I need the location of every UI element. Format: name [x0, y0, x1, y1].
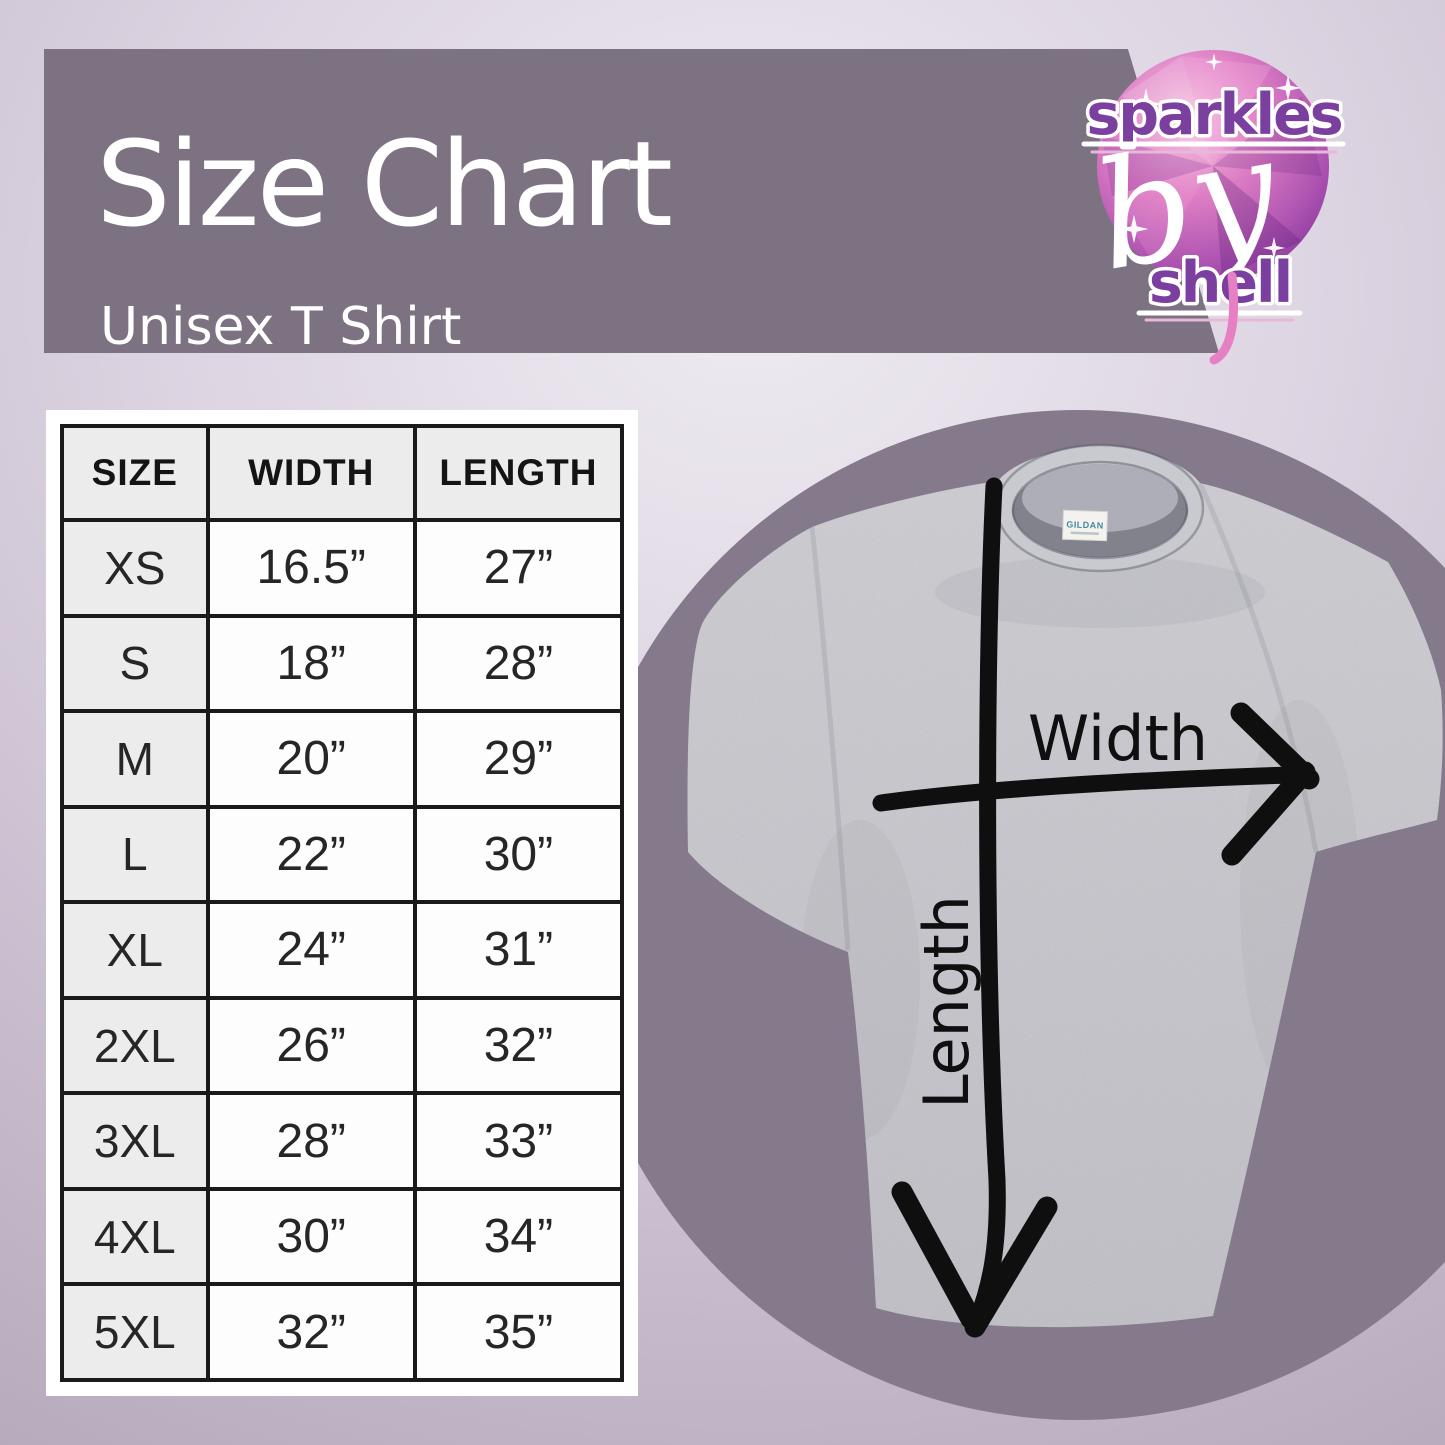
- logo-word-by: by: [1083, 103, 1291, 304]
- size-table: SIZE WIDTH LENGTH XS 16.5” 27” S 18” 28” M 20” 29”…: [60, 424, 625, 1382]
- width-arrowhead-lower: [1221, 761, 1316, 866]
- size-table-header: SIZE WIDTH LENGTH: [60, 424, 625, 522]
- table-row: 4XL 30” 34”: [60, 1186, 625, 1287]
- table-row: XS 16.5” 27”: [60, 518, 625, 618]
- length-cell: 29”: [412, 709, 625, 809]
- column-header-width: WIDTH: [205, 424, 417, 522]
- table-row: XL 24” 31”: [60, 900, 625, 1000]
- length-cell: 27”: [412, 518, 625, 618]
- width-cell: 18”: [205, 613, 417, 714]
- neck-tag-brand: GILDAN: [1066, 519, 1104, 530]
- table-row: 5XL 32” 35”: [60, 1282, 625, 1382]
- sparkle-stars: [1119, 53, 1301, 260]
- table-row: L 22” 30”: [60, 804, 625, 905]
- page-subtitle: Unisex T Shirt: [100, 297, 462, 357]
- size-table-body: XS 16.5” 27” S 18” 28” M 20” 29” L 22” 30” XL 24” 31” 2…: [60, 518, 625, 1382]
- table-row: M 20” 29”: [60, 709, 625, 809]
- neck-tag: GILDAN: [1062, 509, 1109, 542]
- width-cell: 28”: [205, 1091, 417, 1191]
- logo-word-sparkles: sparkles: [1086, 82, 1341, 148]
- size-cell: L: [60, 804, 210, 905]
- table-row: S 18” 28”: [60, 613, 625, 714]
- size-cell: 4XL: [60, 1186, 210, 1287]
- collar: GILDAN: [995, 443, 1205, 573]
- logo-swash: [1209, 271, 1239, 365]
- width-cell: 16.5”: [205, 518, 417, 618]
- length-cell: 28”: [412, 613, 625, 714]
- logo-word-shell: shell: [1149, 250, 1291, 316]
- width-label: Width: [1028, 702, 1208, 775]
- size-cell: 5XL: [60, 1282, 210, 1382]
- column-header-length: LENGTH: [412, 424, 625, 522]
- length-label: Length: [910, 895, 983, 1109]
- size-cell: S: [60, 613, 210, 714]
- width-cell: 20”: [205, 709, 417, 809]
- length-arrow-line: [968, 477, 1006, 1329]
- size-cell: M: [60, 709, 210, 809]
- logo-underline-top: [1081, 141, 1346, 154]
- length-cell: 31”: [412, 900, 625, 1000]
- length-arrowhead-left: [891, 1181, 982, 1330]
- table-row: 3XL 28” 33”: [60, 1091, 625, 1191]
- length-cell: 32”: [412, 995, 625, 1096]
- width-cell: 32”: [205, 1282, 417, 1382]
- table-row: 2XL 26” 32”: [60, 995, 625, 1096]
- size-cell: 3XL: [60, 1091, 210, 1191]
- length-cell: 34”: [412, 1186, 625, 1287]
- length-cell: 35”: [412, 1282, 625, 1382]
- size-table-card: SIZE WIDTH LENGTH XS 16.5” 27” S 18” 28” M 20” 29”…: [46, 410, 638, 1396]
- width-arrow-line: [872, 766, 1298, 812]
- length-cell: 33”: [412, 1091, 625, 1191]
- logo-underline-bottom: [1136, 310, 1303, 322]
- size-cell: 2XL: [60, 995, 210, 1096]
- header-band: Size Chart Unisex T Shirt: [44, 49, 1219, 353]
- measurement-arrows: [872, 477, 1320, 1338]
- column-header-size: SIZE: [60, 424, 210, 522]
- length-arrowhead-right: [964, 1196, 1058, 1338]
- width-cell: 24”: [205, 900, 417, 1000]
- width-cell: 30”: [205, 1186, 417, 1287]
- size-cell: XS: [60, 518, 210, 618]
- width-cell: 22”: [205, 804, 417, 905]
- size-cell: XL: [60, 900, 210, 1000]
- brand-logo: sparkles by shell: [1081, 50, 1347, 365]
- width-cell: 26”: [205, 995, 417, 1096]
- length-cell: 30”: [412, 804, 625, 905]
- page-title: Size Chart: [96, 115, 673, 253]
